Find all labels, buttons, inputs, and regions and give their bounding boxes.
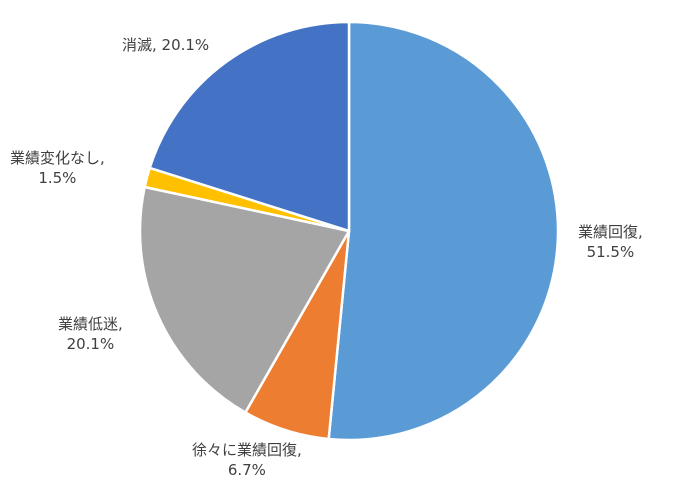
label-gyoseki-henka-nashi: 業績変化なし, 1.5% [10, 149, 105, 187]
label-jojoni-gyoseki-kaifuku: 徐々に業績回復, 6.7% [192, 441, 302, 479]
label-gyoseki-kaifuku: 業績回復, 51.5% [578, 223, 643, 261]
label-gyoseki-teimei: 業績低迷, 20.1% [58, 315, 123, 353]
label-shometsu: 消滅, 20.1% [122, 36, 210, 54]
pie-slice-4 [148, 20, 351, 233]
pie-slice-0 [327, 20, 560, 442]
pie-slice-2 [138, 185, 351, 414]
